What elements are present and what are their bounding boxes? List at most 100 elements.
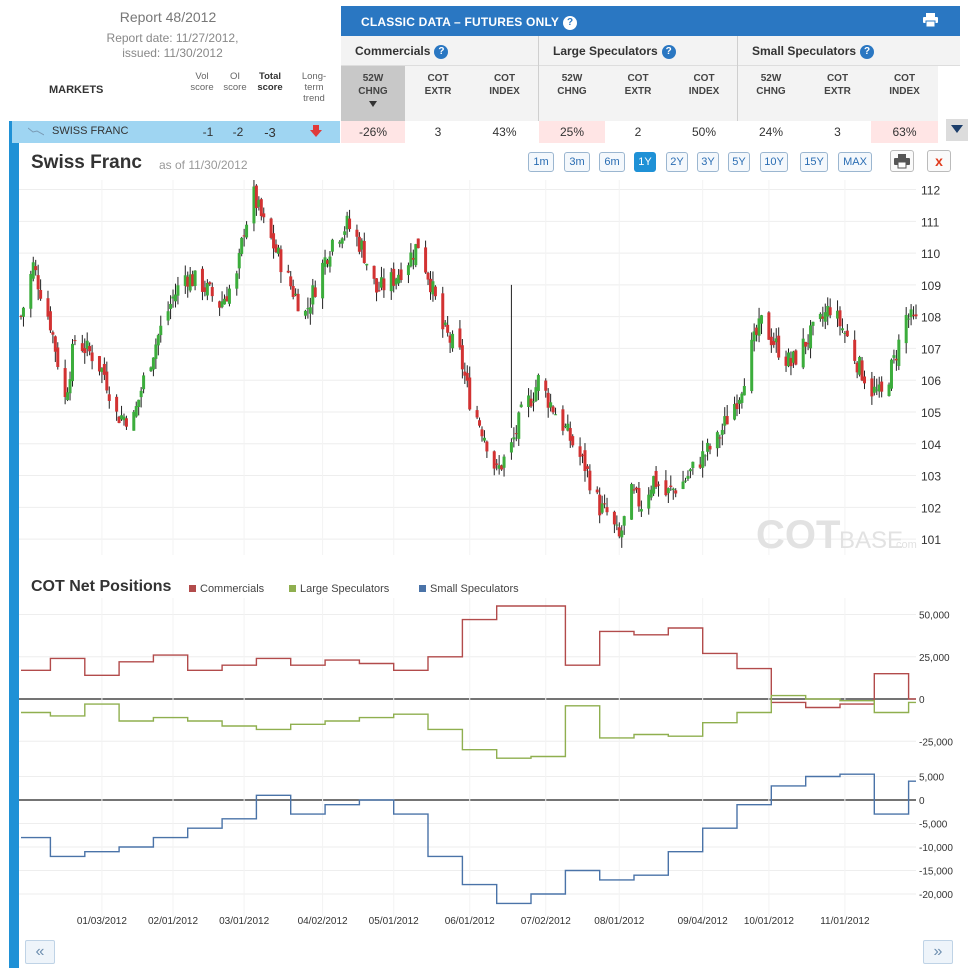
ls-cot-index-header[interactable]: COT INDEX	[671, 66, 737, 122]
range-1y-button[interactable]: 1Y	[634, 152, 656, 172]
ss-52w-chng: 24%	[758, 125, 784, 139]
range-max-button[interactable]: MAX	[838, 152, 872, 172]
com-52w-chng: -26%	[358, 125, 387, 139]
candle-body	[914, 314, 918, 317]
candle-body	[554, 414, 558, 416]
candle-body	[276, 247, 280, 254]
range-3y-button[interactable]: 3Y	[697, 152, 719, 172]
com-cot-extr: 3	[434, 125, 442, 139]
range-2y-button[interactable]: 2Y	[666, 152, 688, 172]
candle-body	[328, 256, 332, 267]
ls-cot-extr-header[interactable]: COT EXTR	[605, 66, 671, 122]
cot-x-tick: 10/01/2012	[744, 916, 794, 927]
candle-body	[791, 351, 795, 363]
candle-body	[262, 213, 266, 218]
price-y-tick: 110	[921, 247, 940, 261]
com-52w-chng-header[interactable]: 52W CHNG	[341, 66, 405, 122]
candle-body	[877, 384, 881, 392]
candle-body	[698, 464, 702, 468]
candle-body	[203, 287, 207, 292]
chart-as-of: as of 11/30/2012	[159, 158, 248, 172]
candle-body	[392, 268, 396, 286]
range-6m-button[interactable]: 6m	[599, 152, 625, 172]
candle-body	[517, 412, 521, 439]
ss-cot-index-header[interactable]: COT INDEX	[871, 66, 938, 122]
candle-body	[159, 325, 163, 336]
range-10y-button[interactable]: 10Y	[760, 152, 788, 172]
candle-body	[428, 278, 432, 293]
candle-body	[718, 437, 722, 439]
triangle-down-icon	[951, 125, 963, 133]
cot-x-tick: 09/04/2012	[678, 916, 728, 927]
collapse-row-button[interactable]	[946, 119, 968, 141]
help-icon[interactable]: ?	[434, 44, 449, 59]
candle-body	[397, 274, 401, 284]
range-1m-button[interactable]: 1m	[528, 152, 554, 172]
legend-small-speculators[interactable]: Small Speculators	[419, 583, 519, 595]
cot-y-tick: -25,000	[919, 737, 953, 748]
candle-body	[637, 488, 641, 507]
candle-body	[460, 345, 464, 370]
range-15y-button[interactable]: 15Y	[800, 152, 828, 172]
candle-body	[291, 285, 295, 297]
help-icon[interactable]: ?	[563, 15, 578, 30]
legend-commercials[interactable]: Commercials	[189, 583, 264, 595]
com-cot-extr-header[interactable]: COT EXTR	[405, 66, 471, 122]
candle-body	[858, 356, 862, 375]
range-5y-button[interactable]: 5Y	[728, 152, 750, 172]
chart-print-button[interactable]	[890, 150, 914, 172]
chart-close-button[interactable]: x	[927, 150, 951, 172]
com-cot-index-header[interactable]: COT INDEX	[471, 66, 538, 122]
candle-body	[80, 343, 84, 351]
candle-body	[737, 399, 741, 404]
market-row-swiss-franc[interactable]: SWISS FRANC -1 -2 -3 -26% 3 43% 25% 2 50…	[9, 119, 968, 143]
candle-body	[634, 487, 638, 490]
trend-header[interactable]: Long-term trend	[301, 71, 327, 104]
cot-y-tick: 25,000	[919, 653, 950, 664]
candle-body	[34, 266, 38, 271]
candle-body	[600, 503, 604, 513]
candle-body	[372, 265, 376, 279]
markets-header[interactable]: MARKETS	[49, 84, 104, 96]
candle-body	[446, 324, 450, 333]
range-3m-button[interactable]: 3m	[564, 152, 590, 172]
market-row-lead[interactable]: SWISS FRANC -1 -2 -3	[9, 121, 340, 143]
candle-body	[186, 276, 190, 287]
candle-body	[279, 249, 283, 273]
candle-body	[154, 344, 158, 359]
help-icon[interactable]: ?	[860, 44, 875, 59]
ls-52w-chng-header[interactable]: 52W CHNG	[539, 66, 605, 122]
candle-body	[495, 463, 499, 465]
legend-large-speculators[interactable]: Large Speculators	[289, 583, 389, 595]
price-chart[interactable]: COT BASE .com 112 111 110 109 108 107 106 105 10…	[19, 180, 968, 570]
cot-x-tick: 06/01/2012	[445, 916, 495, 927]
candle-body	[237, 252, 241, 269]
cot-y-tick: 0	[919, 695, 925, 706]
candle-body	[757, 318, 761, 336]
ss-cot-extr-header[interactable]: COT EXTR	[804, 66, 871, 122]
candle-body	[897, 339, 901, 366]
vol-score-header[interactable]: Vol score	[190, 71, 214, 93]
candle-body	[107, 394, 111, 401]
scroll-left-button[interactable]: «	[25, 940, 55, 964]
candle-body	[769, 336, 773, 346]
total-score-header[interactable]: Total score	[257, 71, 283, 93]
candle-body	[789, 357, 793, 367]
candle-body	[828, 307, 832, 316]
candle-body	[674, 490, 678, 494]
ss-52w-chng-header[interactable]: 52W CHNG	[738, 66, 804, 122]
candle-body	[348, 218, 352, 229]
candle-body	[465, 372, 469, 381]
cot-chart[interactable]: 50,000 25,000 0 -25,000 5,000 0 -5,000 -10,000 -…	[19, 598, 968, 933]
candle-body	[725, 416, 729, 425]
help-icon[interactable]: ?	[661, 44, 676, 59]
print-icon[interactable]	[923, 13, 938, 27]
cot-x-tick: 05/01/2012	[369, 916, 419, 927]
candle-body	[536, 375, 540, 391]
candle-body	[500, 465, 504, 470]
candle-body	[583, 450, 587, 472]
candle-body	[448, 335, 452, 343]
candle-body	[183, 275, 187, 286]
scroll-right-button[interactable]: »	[923, 940, 953, 964]
oi-score-header[interactable]: OI score	[223, 71, 247, 93]
